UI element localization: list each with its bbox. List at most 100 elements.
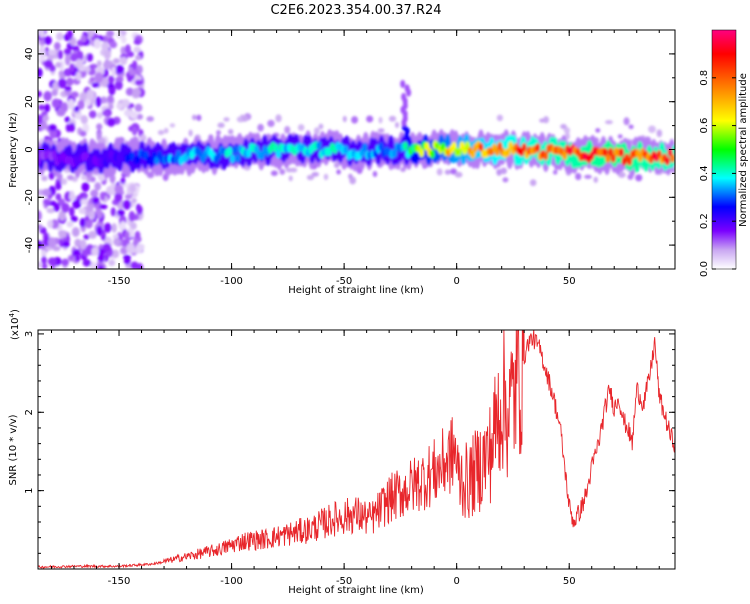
snr-axes: -150 -100 -50 0 50 1 2 3 <box>24 330 675 587</box>
heatmap-noise-blob <box>73 105 80 113</box>
heatmap-noise-blob <box>94 182 102 191</box>
heatmap-noise-blob <box>336 169 341 175</box>
heatmap-noise-blob <box>82 259 92 267</box>
heatmap-noise-blob <box>79 239 87 250</box>
heatmap-noise-blob <box>86 89 95 101</box>
heatmap-noise-blob <box>47 219 54 229</box>
heatmap-noise-blob <box>124 44 131 55</box>
heatmap-noise-blob <box>60 178 68 185</box>
heatmap-noise-blob <box>593 176 598 183</box>
heatmap-noise-blob <box>44 59 53 69</box>
heatmap-noise-blob <box>146 116 155 122</box>
snr-y-multiplier: (x104) <box>8 309 21 340</box>
heatmap-noise-blob <box>44 103 51 113</box>
y-tick-label: 0 <box>24 146 35 152</box>
heatmap-ridge-core <box>602 147 608 157</box>
heatmap-noise-blob <box>96 60 102 67</box>
heatmap-noise-blob <box>111 249 120 259</box>
heatmap-noise-blob <box>47 237 57 248</box>
heatmap-noise-blob <box>66 174 74 181</box>
heatmap-noise-blob <box>112 58 120 64</box>
snr-panel: -150 -100 -50 0 50 1 2 3 Height of straight lin… <box>8 309 676 596</box>
heatmap-noise-blob <box>132 60 138 72</box>
heatmap-noise-blob <box>114 192 123 203</box>
heatmap-noise-blob <box>81 174 88 181</box>
heatmap-noise-blob <box>58 70 64 77</box>
heatmap-noise-blob <box>188 129 193 137</box>
heatmap-ridge-core <box>378 141 384 151</box>
x-tick-label: -150 <box>108 276 131 287</box>
x-tick-label: -50 <box>336 576 352 587</box>
heatmap-ridge-core <box>610 153 616 163</box>
heatmap-noise-blob <box>157 129 165 136</box>
snr-x-axis-label: Height of straight line (km) <box>288 585 424 596</box>
heatmap-noise-blob <box>131 198 137 204</box>
heatmap-ridge-core <box>608 147 614 157</box>
heatmap-noise-blob <box>74 113 83 120</box>
x-tick-label: -100 <box>220 576 243 587</box>
heatmap-noise-blob <box>96 112 103 119</box>
heatmap-ridge-core <box>275 149 281 159</box>
heatmap-noise-blob <box>77 99 85 110</box>
colorbar-tick-label: 0.6 <box>699 118 710 134</box>
heatmap-noise-blob <box>628 124 634 130</box>
y-tick-label: 2 <box>24 409 35 415</box>
colorbar-ticks: 0.0 0.2 0.4 0.6 0.8 <box>699 70 736 277</box>
heatmap-noise-blob <box>275 114 282 123</box>
x-tick-label: 50 <box>563 276 576 287</box>
heatmap-ridge-core <box>670 153 675 163</box>
heatmap-noise-blob <box>48 124 57 131</box>
heatmap-noise-blob <box>116 102 124 110</box>
heatmap-ridge-core <box>626 156 633 166</box>
heatmap-noise-blob <box>196 114 202 121</box>
snr-y-multiplier-exp: 4 <box>8 312 16 317</box>
heatmap-noise-blob <box>604 120 613 125</box>
heatmap-noise-blob <box>267 119 275 128</box>
heatmap-ridge-core <box>343 145 349 155</box>
heatmap-noise-blob <box>106 30 115 38</box>
colorbar-tick-label: 0.0 <box>699 261 710 277</box>
heatmap-noise-blob <box>44 36 52 45</box>
heatmap-noise-blob <box>38 261 42 269</box>
heatmap-noise-blob <box>496 168 502 176</box>
heatmap-noise-blob <box>450 168 457 175</box>
heatmap-noise-blob <box>102 35 109 43</box>
heatmap-noise-blob <box>66 30 73 40</box>
heatmap-noise-blob <box>290 167 298 173</box>
y-tick-label: 3 <box>24 331 35 337</box>
heatmap-noise-blob <box>318 123 324 130</box>
heatmap-noise-blob <box>500 167 508 175</box>
x-tick-label: 50 <box>563 576 576 587</box>
heatmap-noise-blob <box>56 109 66 117</box>
heatmap-noise-blob <box>91 82 100 88</box>
heatmap-noise-blob <box>61 202 70 213</box>
heatmap-noise-blob <box>90 176 96 183</box>
heatmap-noise-blob <box>112 233 119 240</box>
heatmap-noise-blob <box>89 209 96 220</box>
heatmap-noise-blob <box>47 257 57 266</box>
heatmap-noise-blob <box>55 61 62 68</box>
heatmap-noise-blob <box>529 179 537 187</box>
heatmap-noise-blob <box>120 46 126 55</box>
heatmap-noise-blob <box>135 54 142 61</box>
heatmap-noise-blob <box>69 190 75 200</box>
heatmap-noise-blob <box>623 117 630 126</box>
heatmap-ridge-core <box>232 145 238 155</box>
heatmap-noise-blob <box>133 46 141 53</box>
heatmap-noise-blob <box>38 67 43 78</box>
heatmap-ridge-core <box>543 151 549 161</box>
heatmap-ridge-core <box>273 143 279 153</box>
colorbar-tick-label: 0.2 <box>699 213 710 229</box>
heatmap-noise-blob <box>116 209 125 217</box>
heatmap-noise-blob <box>55 32 64 41</box>
heatmap-noise-blob <box>128 69 136 76</box>
heatmap-noise-blob <box>366 115 374 123</box>
heatmap-ridge-core <box>362 142 368 152</box>
heatmap-noise-blob <box>131 126 138 136</box>
heatmap-noise-blob <box>41 175 48 182</box>
heatmap-noise-blob <box>51 89 58 97</box>
heatmap-noise-blob <box>129 111 138 120</box>
heatmap-ridge-core <box>229 154 236 164</box>
heatmap-noise-blob <box>103 48 111 60</box>
heatmap-noise-blob <box>79 130 87 137</box>
